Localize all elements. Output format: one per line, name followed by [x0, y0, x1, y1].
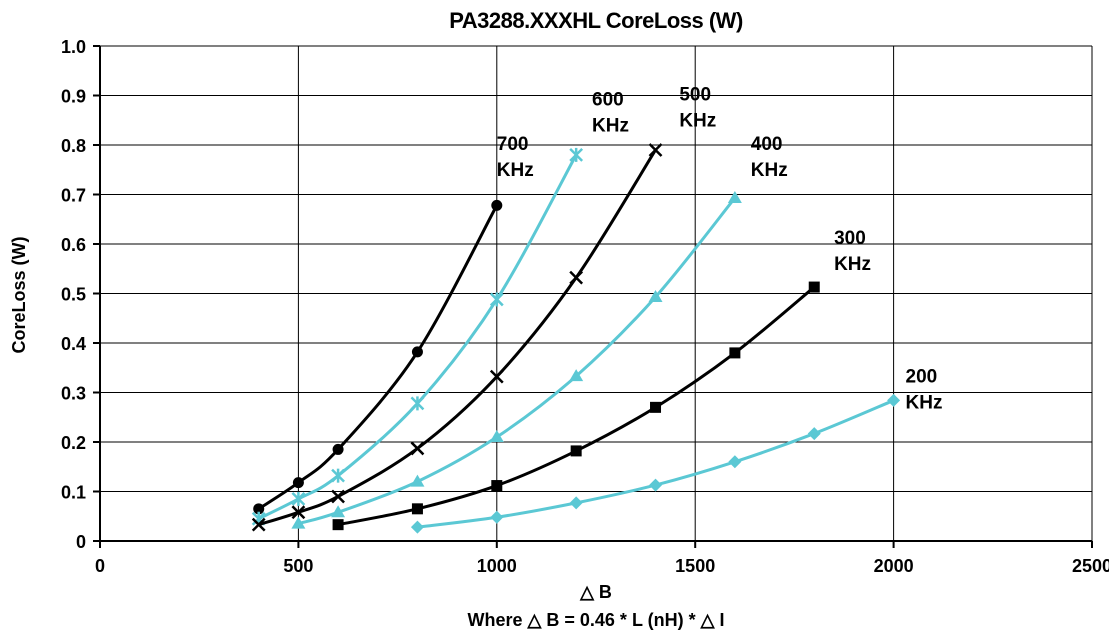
- series-line: [337, 285, 816, 527]
- y-tick-label: 1.0: [61, 37, 86, 57]
- y-tick-label: 0.9: [61, 87, 86, 107]
- x-tick-label: 0: [95, 556, 105, 576]
- series-label-value: 700: [497, 134, 529, 155]
- y-tick-label: 0.7: [61, 186, 86, 206]
- data-point: [410, 396, 425, 411]
- data-point: [808, 281, 820, 293]
- y-tick-label: 0.2: [61, 433, 86, 453]
- data-point: [291, 491, 306, 506]
- series-2: [251, 143, 663, 532]
- data-point: [489, 369, 504, 384]
- data-point: [729, 347, 741, 359]
- tick-labels: 0 0.1 0.2 0.3 0.4 0.5 0.6 0.7 0.8 0.9 1.0 0 500 1000 1…: [61, 37, 1109, 576]
- x-tick-label: 1500: [675, 556, 715, 576]
- data-point: [332, 519, 344, 531]
- series-3: [291, 190, 742, 529]
- data-point: [411, 503, 423, 515]
- data-point: [728, 455, 742, 469]
- series-label-value: 400: [751, 134, 783, 155]
- series-label-unit: KHz: [834, 254, 871, 275]
- data-point: [490, 510, 504, 524]
- data-point: [807, 427, 821, 441]
- data-point: [569, 270, 584, 285]
- data-point: [569, 147, 584, 162]
- data-point: [331, 468, 345, 483]
- x-axis-label: △ B: [579, 582, 612, 602]
- data-point: [489, 430, 504, 443]
- series-label-unit: KHz: [592, 115, 629, 136]
- series: [251, 143, 901, 534]
- x-tick-label: 2500: [1072, 556, 1109, 576]
- data-point: [251, 517, 266, 532]
- data-point: [887, 393, 901, 407]
- series-line: [257, 204, 499, 511]
- series-label-value: 500: [679, 84, 711, 105]
- y-tick-label: 0: [76, 532, 86, 552]
- data-point: [331, 489, 345, 504]
- series-label-unit: KHz: [679, 110, 716, 131]
- series-labels: 700 KHz 600 KHz 500 KHz 400 KHz 300 KHz 200 KHz: [497, 84, 943, 413]
- series-5: [410, 393, 901, 534]
- y-tick-label: 0.5: [61, 285, 86, 305]
- y-tick-label: 0.6: [61, 235, 86, 255]
- x-tick-label: 1000: [477, 556, 517, 576]
- data-point: [410, 441, 425, 456]
- series-line: [417, 399, 895, 529]
- series-label-value: 600: [592, 89, 624, 110]
- data-point: [410, 520, 424, 534]
- series-1: [251, 147, 584, 526]
- data-point: [332, 443, 344, 455]
- y-tick-label: 0.1: [61, 483, 86, 503]
- chart-title: PA3288.XXXHL CoreLoss (W): [449, 8, 743, 33]
- data-point: [331, 505, 346, 518]
- series-4: [332, 281, 820, 531]
- data-point: [411, 346, 423, 358]
- grid: [100, 45, 1093, 541]
- x-axis-note: Where △ B = 0.46 * L (nH) * △ I: [468, 610, 725, 630]
- y-tick-label: 0.8: [61, 136, 86, 156]
- data-point: [291, 516, 306, 529]
- data-point: [570, 445, 582, 457]
- series-label-value: 300: [834, 228, 866, 249]
- data-point: [491, 199, 503, 211]
- data-point: [649, 478, 663, 492]
- y-tick-label: 0.4: [61, 334, 86, 354]
- data-point: [291, 505, 306, 520]
- x-tick-label: 2000: [874, 556, 914, 576]
- series-line: [297, 197, 737, 526]
- series-label-value: 200: [906, 367, 938, 388]
- data-point: [648, 143, 663, 157]
- series-line: [258, 154, 578, 521]
- data-point: [569, 496, 583, 510]
- data-point: [410, 474, 425, 487]
- series-label-unit: KHz: [751, 160, 788, 181]
- series-label-unit: KHz: [497, 160, 534, 181]
- axes: [93, 45, 1093, 548]
- data-point: [569, 369, 584, 382]
- series-label-unit: KHz: [906, 393, 943, 414]
- data-point: [489, 292, 504, 307]
- series-line: [258, 149, 657, 527]
- data-point: [491, 480, 503, 492]
- series-0: [253, 199, 503, 515]
- x-tick-label: 500: [283, 556, 313, 576]
- y-axis-label: CoreLoss (W): [9, 236, 29, 353]
- data-point: [292, 477, 304, 489]
- data-point: [650, 401, 662, 413]
- data-point: [648, 289, 663, 302]
- data-point: [253, 503, 265, 515]
- y-tick-label: 0.3: [61, 384, 86, 404]
- data-point: [727, 190, 742, 203]
